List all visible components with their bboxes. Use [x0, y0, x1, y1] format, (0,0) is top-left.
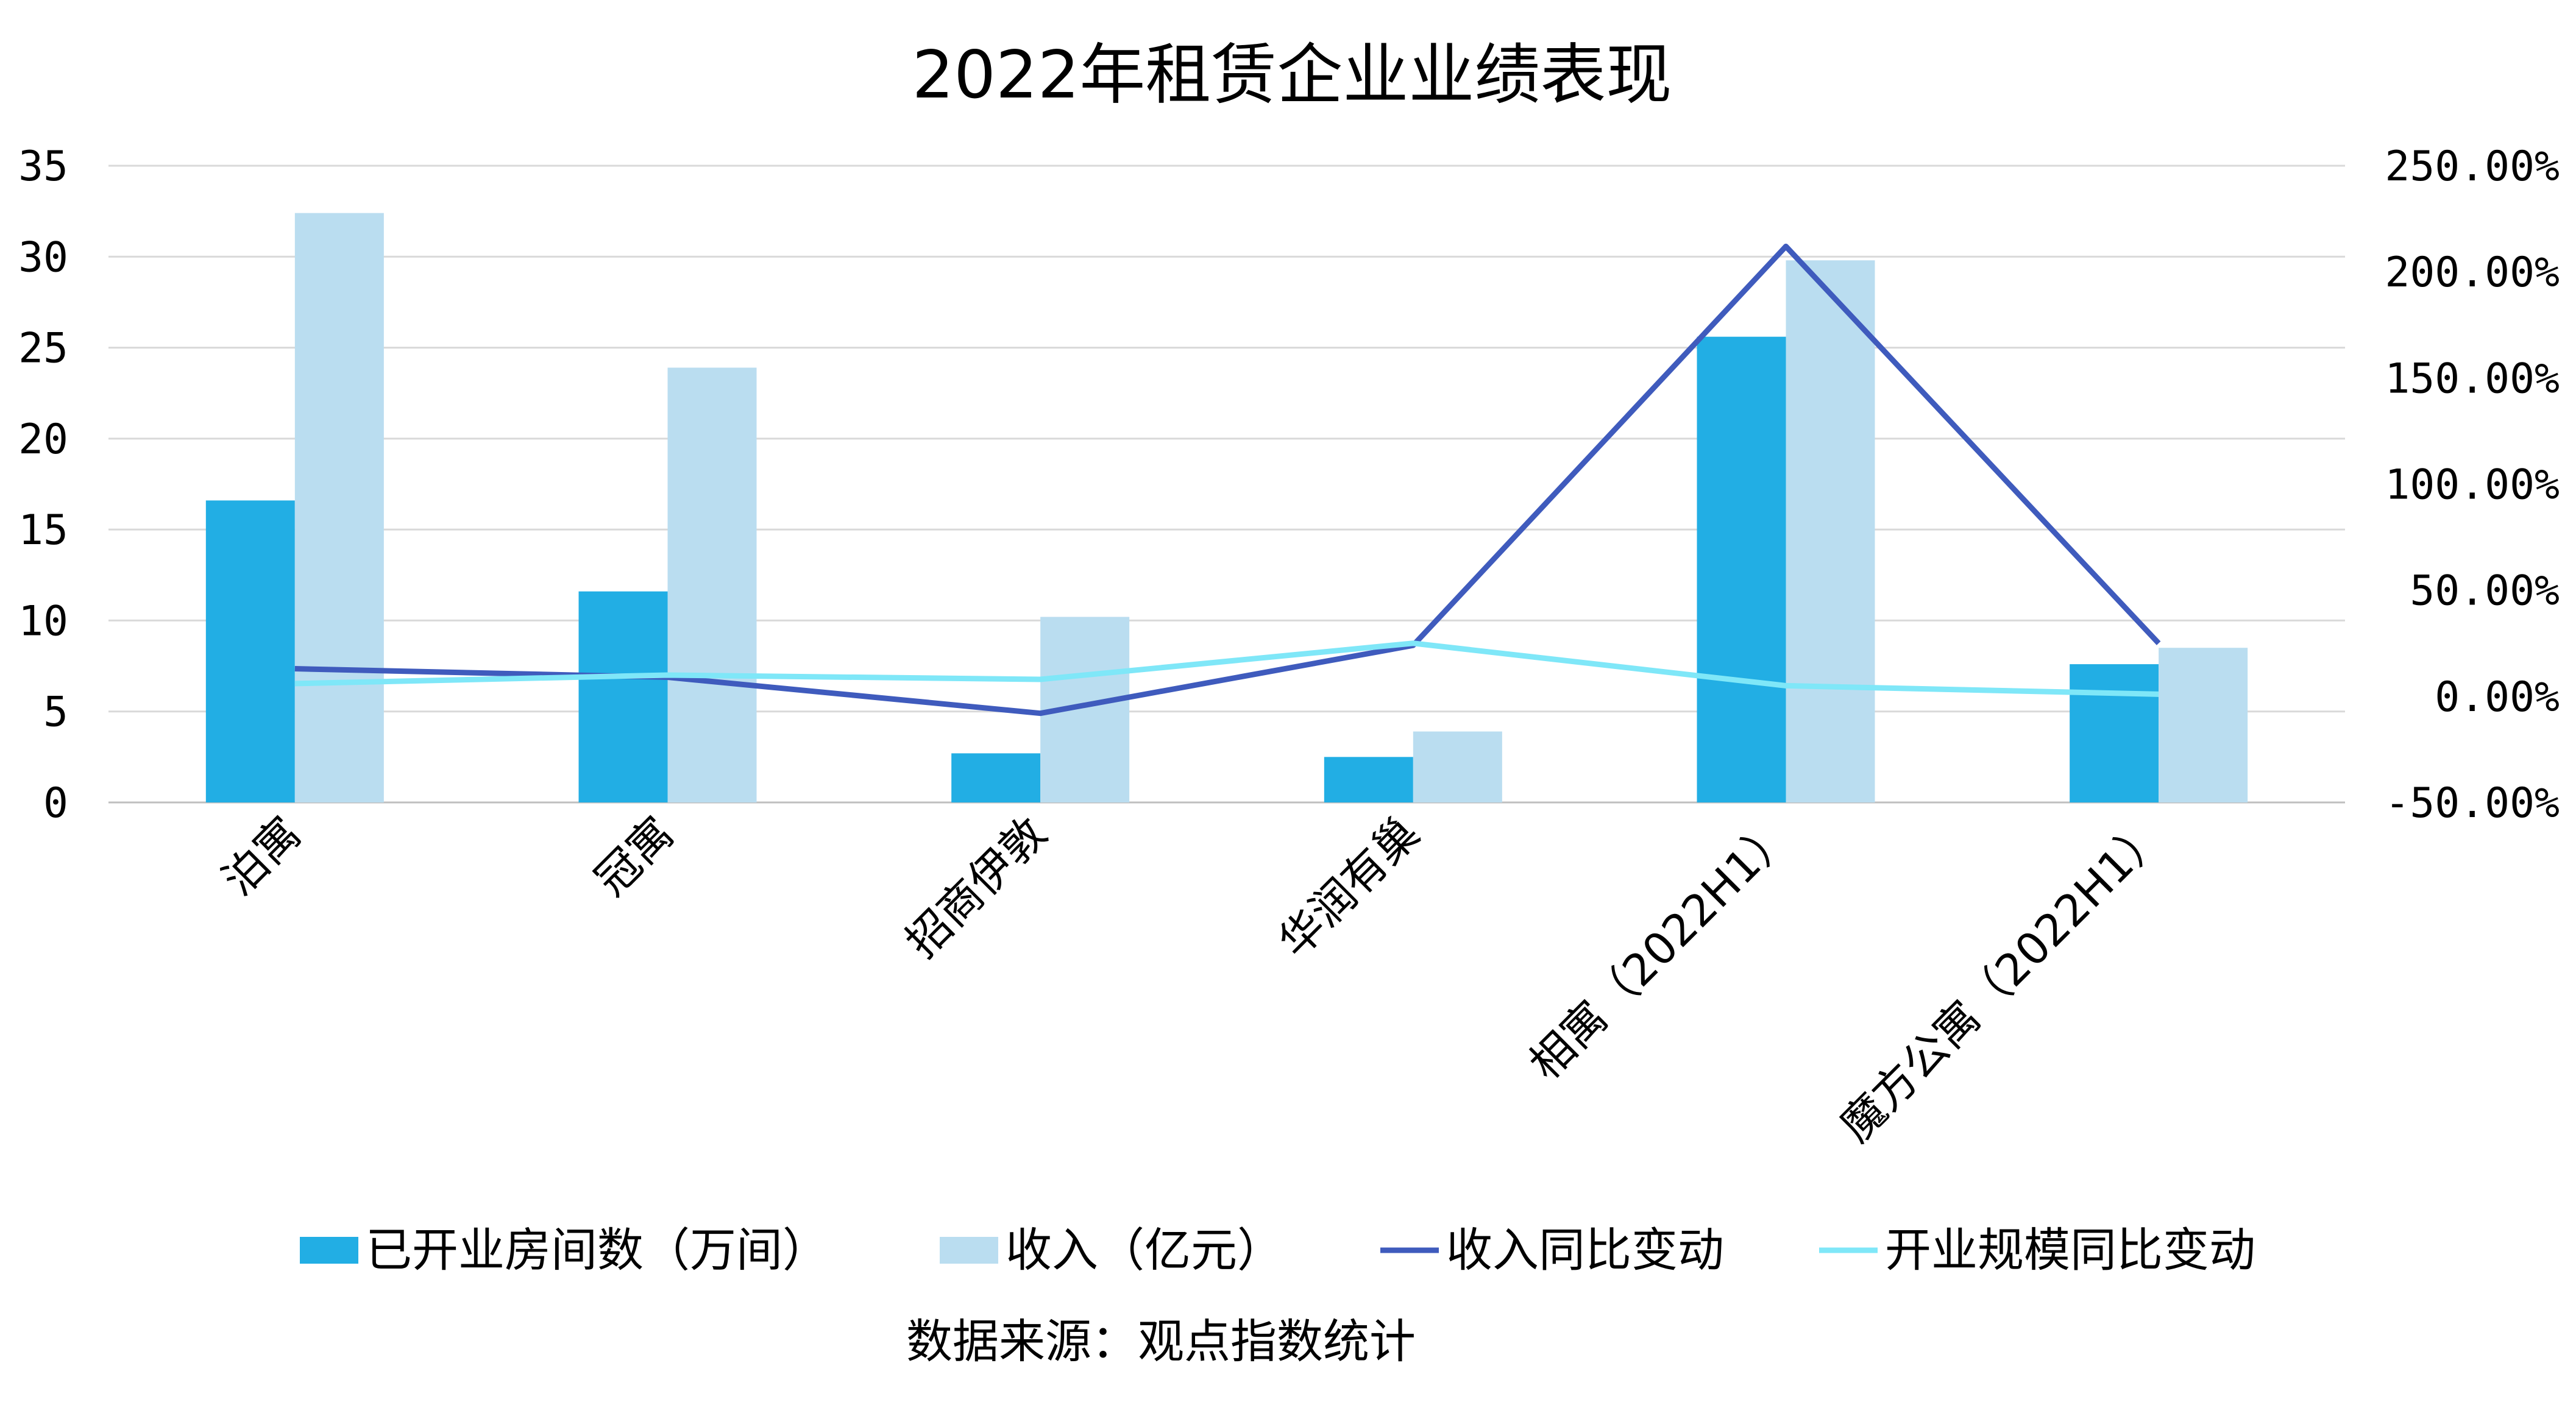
legend-label: 收入同比变动: [1446, 1223, 1724, 1277]
bar: [667, 367, 757, 802]
right-tick-label: 150.00%: [2385, 355, 2560, 403]
gridlines: [108, 165, 2345, 804]
right-tick-label: 50.00%: [2410, 567, 2560, 615]
source-note: 数据来源：观点指数统计: [906, 1314, 1416, 1368]
bar: [1324, 757, 1413, 802]
category-axis: 泊寓 冠寓 招商伊敦 华润有巢 相寓（2022H1） 魔方公寓（2022H1）: [213, 807, 2175, 1152]
right-tick-label: 200.00%: [2385, 249, 2560, 297]
bar: [205, 500, 295, 802]
series-line: [294, 243, 2161, 717]
line-series: [294, 243, 2161, 717]
left-tick-label: 15: [18, 506, 68, 554]
right-tick-label: -50.00%: [2385, 779, 2560, 827]
legend-label: 开业规模同比变动: [1885, 1223, 2255, 1277]
right-tick-label: 0.00%: [2435, 673, 2560, 721]
category-label: 泊寓: [213, 807, 311, 905]
chart-title: 2022年租赁企业业绩表现: [912, 37, 1672, 113]
left-tick-label: 10: [18, 597, 68, 645]
bar: [1697, 336, 1786, 802]
left-tick-label: 5: [43, 689, 68, 737]
category-label: 相寓（2022H1）: [1519, 807, 1801, 1089]
series-line: [294, 640, 2159, 697]
bar: [2159, 648, 2248, 802]
bar: [1786, 260, 1875, 802]
category-label: 华润有巢: [1269, 807, 1429, 968]
left-tick-label: 30: [18, 233, 68, 281]
bar: [294, 213, 384, 803]
right-tick-label: 100.00%: [2385, 461, 2560, 509]
category-label: 魔方公寓（2022H1）: [1830, 807, 2174, 1152]
right-y-axis: -50.00% 0.00% 50.00% 100.00% 150.00% 200.00% 2…: [2385, 143, 2560, 827]
category-label: 招商伊敦: [896, 807, 1056, 968]
left-y-axis: 0 5 10 15 20 25 30 35: [18, 143, 68, 827]
left-tick-label: 25: [18, 325, 68, 373]
bar: [1413, 731, 1502, 802]
right-tick-label: 250.00%: [2385, 143, 2560, 191]
legend: 已开业房间数（万间） 收入（亿元） 收入同比变动 开业规模同比变动: [300, 1223, 2255, 1277]
bar: [2070, 664, 2159, 802]
bar-series: [205, 213, 2248, 803]
legend-label: 收入（亿元）: [1006, 1223, 1283, 1277]
legend-swatch: [300, 1237, 358, 1264]
legend-label: 已开业房间数（万间）: [366, 1223, 829, 1277]
left-tick-label: 20: [18, 416, 68, 464]
left-tick-label: 35: [18, 143, 68, 191]
legend-swatch: [940, 1237, 998, 1264]
bar: [951, 753, 1041, 802]
left-tick-label: 0: [43, 779, 68, 827]
category-label: 冠寓: [585, 807, 683, 905]
bar: [578, 591, 668, 802]
